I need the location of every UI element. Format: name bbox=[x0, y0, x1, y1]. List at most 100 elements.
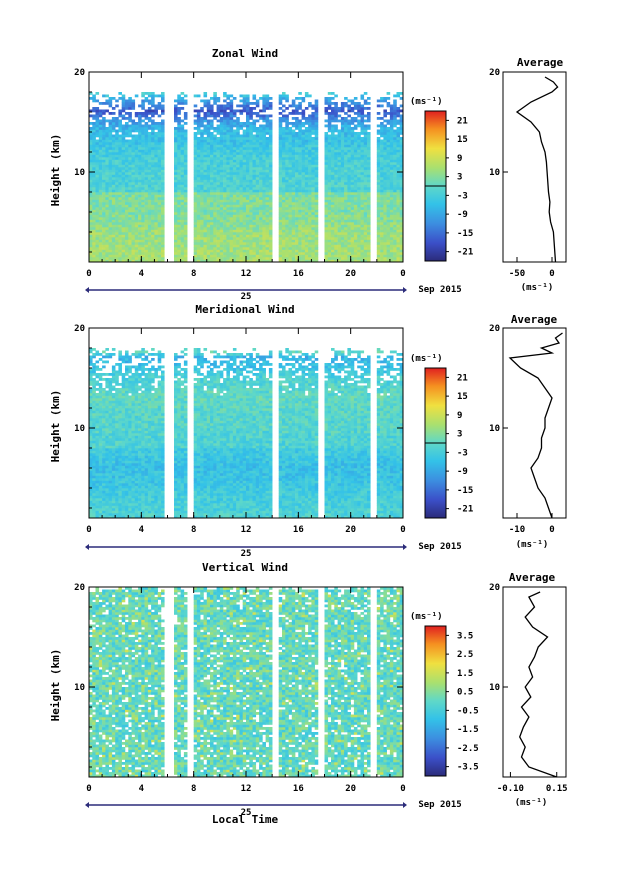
heatmap-cell bbox=[240, 232, 244, 235]
heatmap-cell bbox=[99, 222, 103, 225]
heatmap-cell bbox=[315, 195, 319, 198]
heatmap-cell bbox=[220, 212, 224, 215]
heatmap-cell bbox=[151, 195, 155, 198]
heatmap-cell bbox=[383, 182, 387, 185]
heatmap-cell bbox=[295, 107, 299, 110]
heatmap-cell bbox=[141, 192, 145, 195]
heatmap-cell bbox=[367, 237, 371, 240]
heatmap-cell bbox=[125, 220, 129, 223]
heatmap-cell bbox=[256, 147, 260, 150]
heatmap-cell bbox=[259, 245, 263, 248]
heatmap-cell bbox=[122, 237, 126, 240]
heatmap-cell bbox=[177, 247, 181, 250]
heatmap-cell bbox=[331, 125, 335, 128]
heatmap-cell bbox=[99, 232, 103, 235]
heatmap-cell bbox=[289, 187, 293, 190]
heatmap-cell bbox=[204, 180, 208, 183]
heatmap-cell bbox=[141, 202, 145, 205]
heatmap-cell bbox=[243, 170, 247, 173]
heatmap-cell bbox=[204, 205, 208, 208]
heatmap-cell bbox=[325, 162, 329, 165]
heatmap-cell bbox=[344, 242, 348, 245]
heatmap-cell bbox=[174, 177, 178, 180]
heatmap-cell bbox=[184, 130, 188, 133]
heatmap-cell bbox=[217, 150, 221, 153]
heatmap-cell bbox=[223, 165, 227, 168]
heatmap-cell bbox=[177, 212, 181, 215]
heatmap-cell bbox=[292, 225, 296, 228]
heatmap-cell bbox=[122, 220, 126, 223]
heatmap-cell bbox=[138, 217, 142, 220]
heatmap-cell bbox=[99, 247, 103, 250]
heatmap-cell bbox=[174, 200, 178, 203]
heatmap-cell bbox=[207, 200, 211, 203]
heatmap-cell bbox=[295, 137, 299, 140]
heatmap-cell bbox=[262, 175, 266, 178]
heatmap-cell bbox=[325, 97, 329, 100]
heatmap-cell bbox=[331, 160, 335, 163]
heatmap-cell bbox=[262, 180, 266, 183]
heatmap-cell bbox=[292, 242, 296, 245]
heatmap-cell bbox=[220, 182, 224, 185]
heatmap-cell bbox=[118, 185, 122, 188]
heatmap-cell bbox=[177, 197, 181, 200]
heatmap-cell bbox=[269, 137, 273, 140]
heatmap-cell bbox=[236, 187, 240, 190]
heatmap-cell bbox=[161, 125, 165, 128]
heatmap-cell bbox=[328, 170, 332, 173]
heatmap-cell bbox=[125, 242, 129, 245]
heatmap-cell bbox=[132, 252, 136, 255]
heatmap-cell bbox=[361, 195, 365, 198]
heatmap-cell bbox=[266, 162, 270, 165]
heatmap-cell bbox=[246, 235, 250, 238]
heatmap-cell bbox=[236, 110, 240, 113]
heatmap-cell bbox=[181, 157, 185, 160]
heatmap-cell bbox=[109, 215, 113, 218]
heatmap-cell bbox=[256, 105, 260, 108]
heatmap-cell bbox=[138, 210, 142, 213]
heatmap-cell bbox=[213, 175, 217, 178]
heatmap-cell bbox=[325, 235, 329, 238]
heatmap-cell bbox=[341, 170, 345, 173]
heatmap-cell bbox=[351, 187, 355, 190]
heatmap-cell bbox=[161, 120, 165, 123]
heatmap-cell bbox=[361, 207, 365, 210]
heatmap-cell bbox=[308, 160, 312, 163]
heatmap-cell bbox=[249, 240, 253, 243]
heatmap-cell bbox=[210, 122, 214, 125]
heatmap-cell bbox=[325, 190, 329, 193]
heatmap-cell bbox=[99, 202, 103, 205]
heatmap-cell bbox=[295, 237, 299, 240]
heatmap-cell bbox=[383, 157, 387, 160]
heatmap-cell bbox=[204, 167, 208, 170]
heatmap-cell bbox=[364, 127, 368, 130]
heatmap-cell bbox=[279, 210, 283, 213]
heatmap-cell bbox=[92, 157, 96, 160]
heatmap-cell bbox=[112, 175, 116, 178]
heatmap-cell bbox=[308, 220, 312, 223]
heatmap-cell bbox=[285, 247, 289, 250]
heatmap-cell bbox=[341, 107, 345, 110]
heatmap-cell bbox=[217, 205, 221, 208]
heatmap-cell bbox=[210, 175, 214, 178]
heatmap-cell bbox=[204, 255, 208, 258]
heatmap-cell bbox=[112, 247, 116, 250]
heatmap-cell bbox=[177, 252, 181, 255]
heatmap-cell bbox=[328, 197, 332, 200]
heatmap-cell bbox=[105, 100, 109, 103]
heatmap-cell bbox=[154, 255, 158, 258]
heatmap-cell bbox=[181, 162, 185, 165]
heatmap-cell bbox=[118, 210, 122, 213]
heatmap-cell bbox=[109, 140, 113, 143]
heatmap-cell bbox=[298, 222, 302, 225]
heatmap-cell bbox=[334, 167, 338, 170]
heatmap-cell bbox=[246, 117, 250, 120]
heatmap-cell bbox=[145, 127, 149, 130]
heatmap-cell bbox=[334, 150, 338, 153]
heatmap-cell bbox=[161, 132, 165, 135]
heatmap-cell bbox=[217, 190, 221, 193]
heatmap-cell bbox=[364, 142, 368, 145]
heatmap-cell bbox=[364, 150, 368, 153]
heatmap-cell bbox=[325, 150, 329, 153]
heatmap-cell bbox=[181, 222, 185, 225]
